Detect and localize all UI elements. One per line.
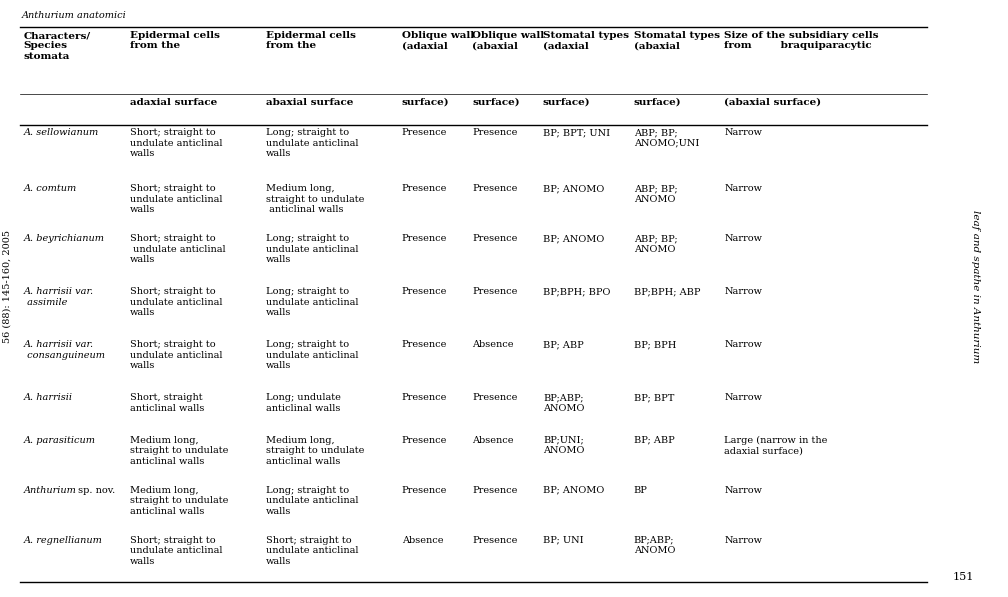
Text: Long; straight to
undulate anticlinal
walls: Long; straight to undulate anticlinal wa… [266,128,358,158]
Text: Medium long,
straight to undulate
anticlinal walls: Medium long, straight to undulate anticl… [130,436,228,466]
Text: Presence: Presence [402,128,448,137]
Text: ABP; BP;
ANOMO;UNI: ABP; BP; ANOMO;UNI [634,128,699,147]
Text: Long; undulate
anticlinal walls: Long; undulate anticlinal walls [266,393,341,413]
Text: abaxial surface: abaxial surface [266,98,353,107]
Text: Anthurium anatomici: Anthurium anatomici [22,11,127,20]
Text: Narrow: Narrow [725,536,762,545]
Text: adaxial surface: adaxial surface [130,98,217,107]
Text: BP; BPT: BP; BPT [634,393,674,402]
Text: Short; straight to
undulate anticlinal
walls: Short; straight to undulate anticlinal w… [130,287,222,317]
Text: Long; straight to
undulate anticlinal
walls: Long; straight to undulate anticlinal wa… [266,234,358,264]
Text: Presence: Presence [402,436,448,445]
Text: A. parasiticum: A. parasiticum [24,436,96,445]
Text: BP; ANOMO: BP; ANOMO [543,486,604,495]
Text: Characters/
Species
stomata: Characters/ Species stomata [24,31,91,61]
Text: Absence: Absence [402,536,444,545]
Text: Presence: Presence [473,287,518,296]
Text: Stomatal types
(adaxial: Stomatal types (adaxial [543,31,629,51]
Text: Narrow: Narrow [725,234,762,244]
Text: Presence: Presence [402,486,448,495]
Text: 56 (88): 145-160, 2005: 56 (88): 145-160, 2005 [3,230,11,343]
Text: BP; ABP: BP; ABP [634,436,674,445]
Text: Narrow: Narrow [725,287,762,296]
Text: Epidermal cells
from the: Epidermal cells from the [266,31,356,51]
Text: Size of the subsidiary cells
from        braquiparacytic: Size of the subsidiary cells from braqui… [725,31,879,51]
Text: Presence: Presence [473,393,518,402]
Text: (abaxial surface): (abaxial surface) [725,98,822,107]
Text: Absence: Absence [473,340,514,349]
Text: A. harrisii var.
 assimile: A. harrisii var. assimile [24,287,94,307]
Text: Oblique wall
(abaxial: Oblique wall (abaxial [473,31,544,51]
Text: surface): surface) [543,98,591,107]
Text: ABP; BP;
ANOMO: ABP; BP; ANOMO [634,184,677,204]
Text: Presence: Presence [402,287,448,296]
Text: Presence: Presence [473,234,518,244]
Text: Absence: Absence [473,436,514,445]
Text: Presence: Presence [402,234,448,244]
Text: Presence: Presence [402,393,448,402]
Text: ABP; BP;
ANOMO: ABP; BP; ANOMO [634,234,677,254]
Text: BP;ABP;
ANOMO: BP;ABP; ANOMO [634,536,675,555]
Text: Stomatal types
(abaxial: Stomatal types (abaxial [634,31,720,51]
Text: Large (narrow in the
adaxial surface): Large (narrow in the adaxial surface) [725,436,828,456]
Text: Presence: Presence [402,184,448,193]
Text: BP; ANOMO: BP; ANOMO [543,234,604,244]
Text: surface): surface) [634,98,681,107]
Text: Anthurium: Anthurium [24,486,77,495]
Text: BP; ANOMO: BP; ANOMO [543,184,604,193]
Text: Long; straight to
undulate anticlinal
walls: Long; straight to undulate anticlinal wa… [266,340,358,370]
Text: BP;BPH; ABP: BP;BPH; ABP [634,287,701,296]
Text: Presence: Presence [473,486,518,495]
Text: leaf and spathe in Anthurium: leaf and spathe in Anthurium [972,210,980,363]
Text: Medium long,
straight to undulate
 anticlinal walls: Medium long, straight to undulate anticl… [266,184,364,214]
Text: A. sellowianum: A. sellowianum [24,128,99,137]
Text: Short; straight to
undulate anticlinal
walls: Short; straight to undulate anticlinal w… [266,536,358,565]
Text: Narrow: Narrow [725,184,762,193]
Text: sp. nov.: sp. nov. [75,486,115,495]
Text: Oblique wall
(adaxial: Oblique wall (adaxial [402,31,474,51]
Text: surface): surface) [402,98,450,107]
Text: Short; straight to
undulate anticlinal
walls: Short; straight to undulate anticlinal w… [130,128,222,158]
Text: Long; straight to
undulate anticlinal
walls: Long; straight to undulate anticlinal wa… [266,287,358,317]
Text: Narrow: Narrow [725,128,762,137]
Text: surface): surface) [473,98,520,107]
Text: Short; straight to
 undulate anticlinal
walls: Short; straight to undulate anticlinal w… [130,234,225,264]
Text: Short; straight to
undulate anticlinal
walls: Short; straight to undulate anticlinal w… [130,184,222,214]
Text: Medium long,
straight to undulate
anticlinal walls: Medium long, straight to undulate anticl… [130,486,228,516]
Text: Presence: Presence [473,184,518,193]
Text: BP; ABP: BP; ABP [543,340,584,349]
Text: A. harrisii: A. harrisii [24,393,73,402]
Text: A. comtum: A. comtum [24,184,77,193]
Text: Long; straight to
undulate anticlinal
walls: Long; straight to undulate anticlinal wa… [266,486,358,516]
Text: Presence: Presence [473,128,518,137]
Text: A. harrisii var.
 consanguineum: A. harrisii var. consanguineum [24,340,105,360]
Text: Narrow: Narrow [725,486,762,495]
Text: Presence: Presence [473,536,518,545]
Text: Short; straight to
undulate anticlinal
walls: Short; straight to undulate anticlinal w… [130,340,222,370]
Text: Short; straight to
undulate anticlinal
walls: Short; straight to undulate anticlinal w… [130,536,222,565]
Text: Medium long,
straight to undulate
anticlinal walls: Medium long, straight to undulate anticl… [266,436,364,466]
Text: Narrow: Narrow [725,393,762,402]
Text: Epidermal cells
from the: Epidermal cells from the [130,31,220,51]
Text: BP; UNI: BP; UNI [543,536,584,545]
Text: BP; BPH: BP; BPH [634,340,676,349]
Text: BP;ABP;
ANOMO: BP;ABP; ANOMO [543,393,585,413]
Text: 151: 151 [953,572,975,582]
Text: Narrow: Narrow [725,340,762,349]
Text: A. regnellianum: A. regnellianum [24,536,103,545]
Text: BP; BPT; UNI: BP; BPT; UNI [543,128,610,137]
Text: Presence: Presence [402,340,448,349]
Text: BP: BP [634,486,647,495]
Text: BP;UNI;
ANOMO: BP;UNI; ANOMO [543,436,585,455]
Text: A. beyrichianum: A. beyrichianum [24,234,105,244]
Text: Short, straight
anticlinal walls: Short, straight anticlinal walls [130,393,204,413]
Text: BP;BPH; BPO: BP;BPH; BPO [543,287,610,296]
